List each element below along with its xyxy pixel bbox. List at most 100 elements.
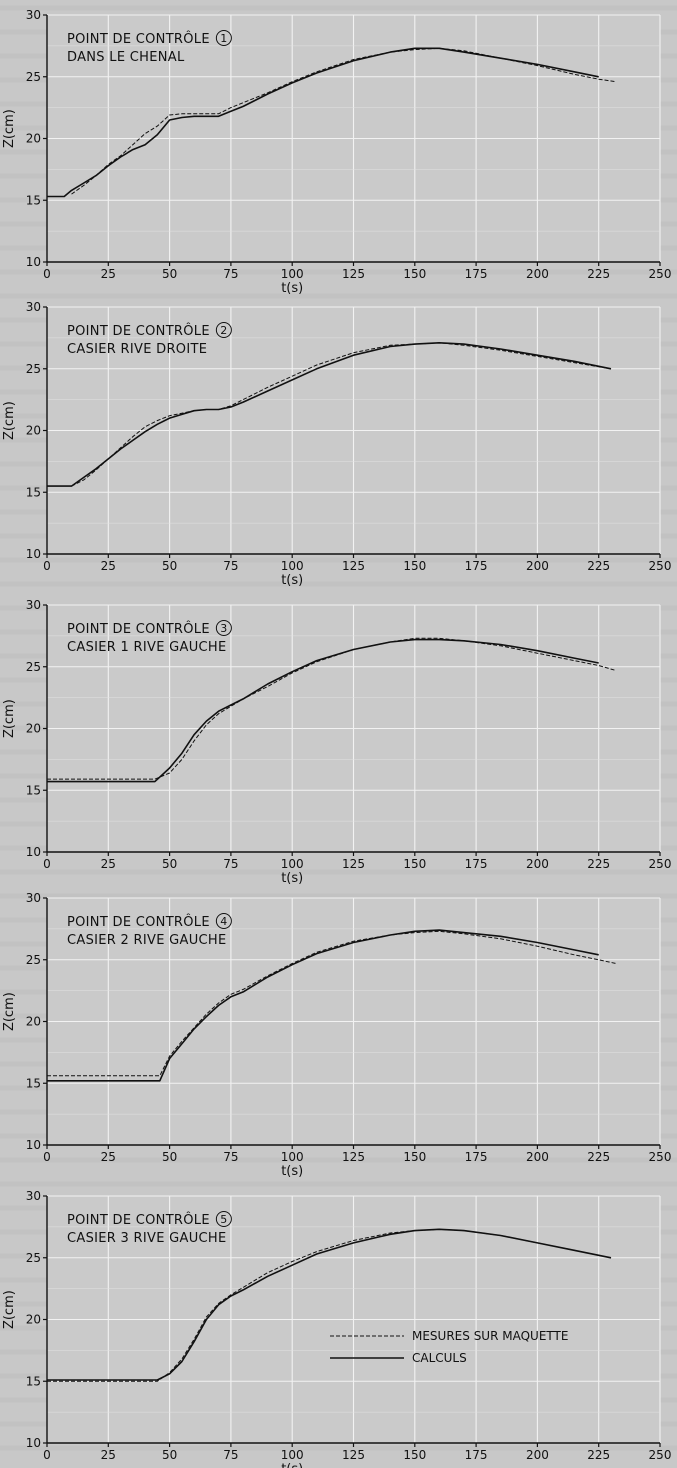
panel-title-line1: POINT DE CONTRÔLE: [67, 31, 210, 47]
x-axis-title: t(s): [281, 281, 303, 296]
y-tick-label: 25: [26, 660, 41, 674]
panel-title-line1: POINT DE CONTRÔLE: [67, 621, 210, 637]
x-tick-label: 100: [281, 559, 304, 573]
chart-panel-4: 0 25 50 75 100 125 150 175 200 225 250 10 15 20 25 30 t(…: [2, 891, 671, 1179]
x-tick-label: 75: [223, 1150, 238, 1164]
x-tick-label: 25: [101, 1448, 116, 1462]
control-point-marker-circle: [215, 913, 232, 929]
control-point-marker-circle: [215, 322, 232, 338]
x-axis-title: t(s): [281, 871, 303, 886]
series-line-computed: [47, 1228, 612, 1381]
x-tick-label: 225: [587, 1150, 610, 1164]
y-tick-label: 10: [26, 1436, 41, 1450]
series-line-computed: [47, 342, 612, 487]
panel-title-line2: CASIER 2 RIVE GAUCHE: [67, 933, 227, 948]
series-line-computed: [47, 638, 599, 783]
x-tick-label: 175: [465, 559, 488, 573]
x-tick-label: 100: [281, 1150, 304, 1164]
x-tick-label: 200: [526, 267, 549, 281]
x-tick-label: 175: [465, 857, 488, 871]
control-point-marker-circle: [215, 1211, 232, 1227]
grid: [46, 897, 661, 1146]
x-tick-label: 125: [342, 559, 365, 573]
panel-title-line1: POINT DE CONTRÔLE: [67, 914, 210, 930]
y-tick-label: 10: [26, 547, 41, 561]
legend-label-measured: MESURES SUR MAQUETTE: [412, 1329, 568, 1343]
x-tick-label: 0: [43, 1448, 51, 1462]
control-point-marker: 3: [220, 622, 227, 635]
series-line-computed: [47, 929, 599, 1082]
y-tick-label: 20: [26, 1015, 41, 1029]
x-tick-label: 250: [649, 1448, 672, 1462]
y-tick-label: 30: [26, 300, 41, 314]
x-tick-label: 50: [162, 267, 177, 281]
series-line-measured: [47, 930, 617, 1077]
x-tick-label: 225: [587, 857, 610, 871]
x-tick-label: 100: [281, 1448, 304, 1462]
x-tick-label: 25: [101, 857, 116, 871]
x-tick-label: 175: [465, 267, 488, 281]
chart-panel-2: 0 25 50 75 100 125 150 175 200 225 250 10 15 20 25 30 t(…: [2, 300, 671, 588]
y-axis-title: Z(cm): [2, 992, 17, 1031]
control-point-marker: 1: [220, 32, 227, 45]
x-tick-label: 150: [403, 1448, 426, 1462]
y-tick-label: 15: [26, 485, 41, 499]
x-tick-label: 25: [101, 559, 116, 573]
y-axis-title: Z(cm): [2, 1290, 17, 1329]
y-tick-label: 10: [26, 845, 41, 859]
x-tick-label: 25: [101, 267, 116, 281]
y-tick-label: 20: [26, 722, 41, 736]
x-tick-label: 200: [526, 1150, 549, 1164]
x-tick-label: 100: [281, 857, 304, 871]
x-tick-label: 150: [403, 267, 426, 281]
y-tick-label: 25: [26, 362, 41, 376]
x-tick-label: 75: [223, 559, 238, 573]
x-tick-label: 150: [403, 1150, 426, 1164]
x-tick-label: 125: [342, 1448, 365, 1462]
x-tick-label: 0: [43, 1150, 51, 1164]
control-point-marker: 2: [220, 324, 227, 337]
y-tick-label: 15: [26, 193, 41, 207]
y-tick-label: 25: [26, 953, 41, 967]
x-tick-label: 75: [223, 857, 238, 871]
panel-title-line1: POINT DE CONTRÔLE: [67, 323, 210, 339]
x-tick-label: 250: [649, 857, 672, 871]
x-tick-label: 250: [649, 1150, 672, 1164]
x-tick-label: 125: [342, 857, 365, 871]
y-axis-title: Z(cm): [2, 401, 17, 440]
y-tick-label: 20: [26, 132, 41, 146]
y-tick-label: 20: [26, 424, 41, 438]
y-tick-label: 30: [26, 891, 41, 905]
legend-label-computed: CALCULS: [412, 1351, 467, 1365]
y-axis-title: Z(cm): [2, 109, 17, 148]
x-tick-label: 200: [526, 559, 549, 573]
x-tick-label: 125: [342, 267, 365, 281]
x-tick-label: 250: [649, 267, 672, 281]
y-tick-label: 30: [26, 8, 41, 22]
y-tick-label: 30: [26, 598, 41, 612]
control-point-marker: 5: [220, 1213, 227, 1226]
x-tick-label: 125: [342, 1150, 365, 1164]
x-tick-label: 75: [223, 1448, 238, 1462]
y-tick-label: 25: [26, 1251, 41, 1265]
control-point-marker-circle: [215, 30, 232, 46]
x-tick-label: 200: [526, 857, 549, 871]
y-tick-label: 30: [26, 1189, 41, 1203]
legend: MESURES SUR MAQUETTE CALCULS: [330, 1329, 568, 1365]
series-line-measured: [47, 1228, 612, 1382]
x-tick-label: 225: [587, 267, 610, 281]
x-tick-label: 75: [223, 267, 238, 281]
x-tick-label: 250: [649, 559, 672, 573]
series-line-measured: [71, 342, 612, 487]
panel-title-line2: CASIER 3 RIVE GAUCHE: [67, 1231, 227, 1246]
control-point-marker: 4: [220, 915, 227, 928]
x-tick-label: 0: [43, 267, 51, 281]
series-line-measured: [71, 47, 616, 195]
x-tick-label: 50: [162, 559, 177, 573]
control-point-marker-circle: [215, 620, 232, 636]
x-axis-title: t(s): [281, 573, 303, 588]
y-tick-label: 10: [26, 255, 41, 269]
y-tick-label: 20: [26, 1313, 41, 1327]
panel-title-line2: DANS LE CHENAL: [67, 50, 185, 65]
